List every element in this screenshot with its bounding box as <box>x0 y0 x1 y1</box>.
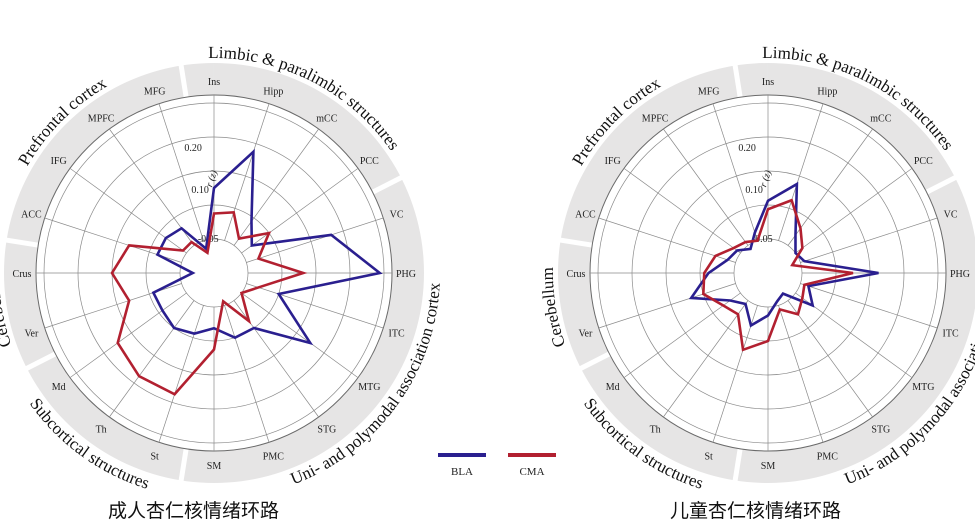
spoke <box>598 283 736 329</box>
r-tick-label: 0.10 <box>191 185 209 196</box>
radar-child: Ins Hipp mCC PCC VC PHG ITC MTG STG PMC SM St Th Md Ve… <box>538 43 975 493</box>
axis-label: PMC <box>817 452 838 463</box>
axis-label: SM <box>207 461 222 472</box>
axis-label: MPFC <box>88 114 115 125</box>
spoke <box>787 128 873 246</box>
group-divider <box>732 63 743 99</box>
legend: BLA CMA <box>438 453 556 478</box>
group-divider <box>370 174 405 195</box>
axis-label: IFG <box>605 156 621 167</box>
axis-label: STG <box>317 424 336 435</box>
r-tick-label: 0.20 <box>184 143 202 154</box>
group-divider <box>178 63 189 99</box>
axis-label: SM <box>761 461 776 472</box>
axis-label: ACC <box>575 210 596 221</box>
axis-label: Ver <box>24 328 39 339</box>
spoke <box>712 305 758 443</box>
axis-label: Hipp <box>817 86 837 97</box>
axis-label: ITC <box>389 328 405 339</box>
axis-label: MTG <box>358 382 380 393</box>
axis-label: PCC <box>914 156 933 167</box>
spoke <box>233 128 319 246</box>
group-divider <box>924 174 959 195</box>
r-tick-label: -0.05 <box>752 234 773 245</box>
group-divider <box>4 237 40 248</box>
spoke <box>623 168 741 254</box>
spoke <box>623 292 741 378</box>
axis-label: Th <box>96 424 107 435</box>
axis-label: PHG <box>950 269 970 280</box>
series-cma-line <box>110 211 308 396</box>
axis-label: Md <box>52 382 66 393</box>
group-divider <box>558 237 594 248</box>
r-axis-label: r (z) <box>758 168 774 188</box>
r-tick-label: 0.20 <box>738 143 756 154</box>
axis-label: MPFC <box>642 114 669 125</box>
group-divider <box>23 351 58 372</box>
series-cma-line <box>701 198 854 352</box>
caption-adult: 成人杏仁核情绪环路 <box>108 500 280 522</box>
spoke <box>778 305 824 443</box>
axis-label: Th <box>650 424 661 435</box>
axis-label: Crus <box>13 269 32 280</box>
axis-label: MFG <box>698 86 720 97</box>
legend-label-bla: BLA <box>451 466 473 478</box>
group-divider <box>178 447 189 483</box>
spoke <box>158 305 204 443</box>
spoke <box>109 128 195 246</box>
axis-label: PHG <box>396 269 416 280</box>
spoke <box>800 217 938 263</box>
spoke <box>663 300 749 418</box>
spoke <box>778 103 824 241</box>
axis-label: mCC <box>316 114 337 125</box>
axis-label: MFG <box>144 86 166 97</box>
spoke <box>224 103 270 241</box>
axis-label: Hipp <box>263 86 283 97</box>
axis-label: IFG <box>51 156 67 167</box>
axis-label: Ins <box>208 77 220 88</box>
axis-label: Ver <box>578 328 593 339</box>
axis-label: VC <box>944 210 958 221</box>
legend-label-cma: CMA <box>519 466 544 478</box>
spoke <box>712 103 758 241</box>
axis-label: St <box>150 452 159 463</box>
axis-label: STG <box>871 424 890 435</box>
spoke <box>663 128 749 246</box>
axis-label: PCC <box>360 156 379 167</box>
spoke <box>241 168 359 254</box>
axis-label: Crus <box>567 269 586 280</box>
axis-label: VC <box>390 210 404 221</box>
axis-label: ITC <box>943 328 959 339</box>
axis-label: MTG <box>912 382 934 393</box>
r-axis-label: r (z) <box>204 168 220 188</box>
spoke <box>787 300 873 418</box>
spoke <box>598 217 736 263</box>
r-tick-label: 0.10 <box>745 185 763 196</box>
group-divider <box>732 447 743 483</box>
spoke <box>246 217 384 263</box>
axis-label: mCC <box>870 114 891 125</box>
spoke <box>158 103 204 241</box>
axis-label: Md <box>606 382 620 393</box>
series-bla-line <box>151 148 383 346</box>
spoke <box>224 305 270 443</box>
spoke <box>795 168 913 254</box>
caption-child: 儿童杏仁核情绪环路 <box>670 500 842 522</box>
spoke <box>800 283 938 329</box>
spoke <box>69 292 187 378</box>
spoke <box>246 283 384 329</box>
group-divider <box>577 351 612 372</box>
spoke <box>795 292 913 378</box>
radar-adult: Ins Hipp mCC PCC VC PHG ITC MTG STG PMC SM St Th Md Ve… <box>0 43 444 493</box>
axis-label: ACC <box>21 210 42 221</box>
axis-label: St <box>704 452 713 463</box>
axis-label: Ins <box>762 77 774 88</box>
spoke <box>109 300 195 418</box>
axis-label: PMC <box>263 452 284 463</box>
spoke <box>69 168 187 254</box>
spoke <box>241 292 359 378</box>
